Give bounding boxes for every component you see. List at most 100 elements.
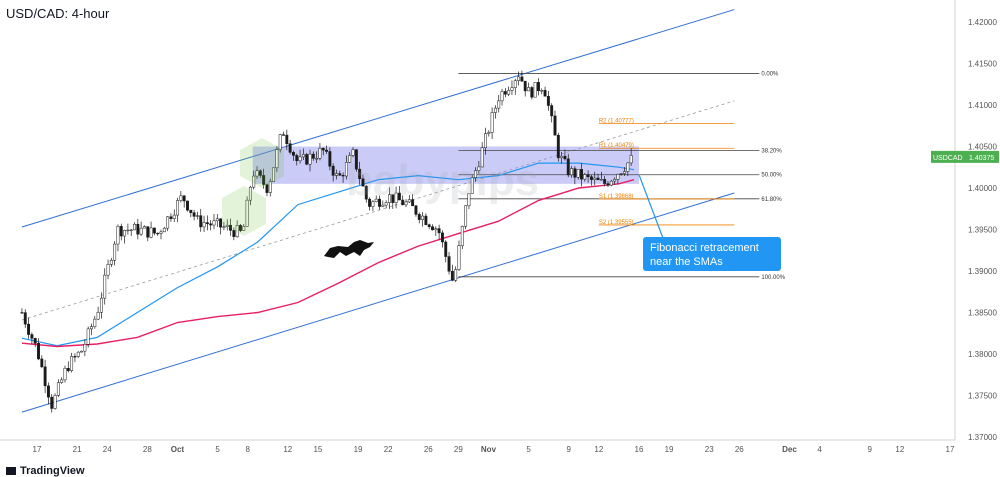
candle-body (414, 205, 418, 215)
candle-body (245, 199, 249, 227)
candle-body (331, 165, 335, 176)
candle-body (116, 226, 120, 245)
candle-body (464, 205, 468, 227)
candle-body (484, 133, 487, 149)
annotation-line1: Fibonacci retracement (650, 242, 759, 254)
candle-body (354, 149, 358, 170)
candle-body (195, 215, 199, 217)
candle-body (275, 149, 279, 169)
candle-body (444, 241, 448, 257)
candle-body (33, 338, 37, 344)
candle-body (30, 334, 34, 339)
candle-body (179, 195, 183, 201)
pivot-label: R1 (1.40479) (599, 143, 634, 149)
candle-body (225, 224, 229, 227)
channel-upper-line (21, 9, 735, 228)
candle-body (278, 134, 282, 150)
candle-body (123, 230, 127, 237)
symbol-tag (931, 150, 967, 163)
babypips-logo-watermark: babypips (222, 138, 539, 236)
candle-body (371, 201, 375, 207)
candle-body (470, 177, 474, 194)
last-price-tag: USDCAD 1.40375 (931, 150, 999, 163)
candle-body (90, 326, 93, 330)
candle-body (596, 177, 600, 181)
x-tick-label: 26 (424, 445, 433, 454)
candle-body (248, 186, 252, 201)
candle-body (520, 76, 524, 82)
candle-body (384, 202, 388, 206)
candle-body (507, 90, 511, 95)
x-tick-label: 21 (73, 445, 82, 454)
candle-body (209, 223, 213, 226)
candle-body (146, 226, 150, 238)
x-tick-label: 24 (103, 445, 112, 454)
brand-label: TradingView (20, 465, 85, 477)
bull-icon (324, 240, 374, 258)
candle-body (126, 229, 130, 232)
y-tick-label: 1.41500 (968, 60, 997, 69)
candle-body (434, 228, 438, 231)
candle-body (172, 214, 176, 219)
x-tick-label: 22 (384, 445, 393, 454)
candle-body (388, 194, 391, 203)
candle-body (431, 226, 434, 231)
x-tick-label: 5 (526, 445, 531, 454)
candle-body (563, 155, 567, 160)
candle-body (189, 209, 193, 213)
candle-body (129, 229, 133, 231)
candle-body (262, 175, 266, 185)
fib-label: 38.20% (761, 149, 782, 155)
candle-body (533, 82, 537, 98)
channel-mid-line (21, 100, 735, 321)
candle-body (404, 201, 408, 206)
candle-body (53, 395, 57, 409)
candle-body (103, 274, 107, 299)
candle-body (437, 228, 441, 234)
x-tick-label: 19 (354, 445, 363, 454)
candle-body (391, 194, 395, 203)
candle-body (447, 256, 451, 272)
x-tick-label: 15 (313, 445, 322, 454)
candle-body (295, 155, 299, 162)
candle-body (235, 225, 239, 237)
candle-body (63, 368, 67, 381)
candle-body (268, 181, 272, 193)
candle-body (394, 192, 398, 203)
candle-body (285, 134, 289, 144)
svg-text:babypips: babypips (346, 156, 539, 205)
candles (20, 70, 633, 413)
candle-body (497, 100, 501, 109)
candle-body (308, 153, 312, 165)
x-tick-label: 29 (454, 445, 463, 454)
x-tick-label: 17 (33, 445, 42, 454)
candle-body (133, 223, 136, 231)
candle-body (20, 312, 24, 314)
candle-body (182, 195, 186, 202)
candle-body (305, 154, 309, 165)
candle-body (619, 173, 623, 175)
candle-body (252, 175, 256, 188)
candle-body (40, 358, 44, 368)
candle-body (311, 153, 315, 159)
candle-body (361, 178, 365, 187)
candle-body (222, 226, 226, 228)
channel-lower-line (21, 192, 735, 413)
candle-body (335, 173, 338, 176)
tradingview-brand[interactable]: TradingView (6, 465, 85, 477)
candle-body (358, 168, 362, 179)
candle-body (86, 328, 90, 345)
candle-body (80, 350, 83, 353)
candle-body (450, 270, 454, 281)
candle-body (166, 216, 170, 229)
annotation-line2: near the SMAs (650, 256, 723, 268)
pivot-label: S1 (1.39868) (599, 194, 634, 200)
candle-body (255, 170, 259, 177)
fib-label: 0.00% (761, 71, 779, 77)
candle-body (66, 368, 70, 371)
x-tick-label: Dec (782, 445, 797, 454)
candle-body (106, 264, 110, 276)
candle-body (560, 155, 564, 159)
candle-body (143, 226, 146, 229)
